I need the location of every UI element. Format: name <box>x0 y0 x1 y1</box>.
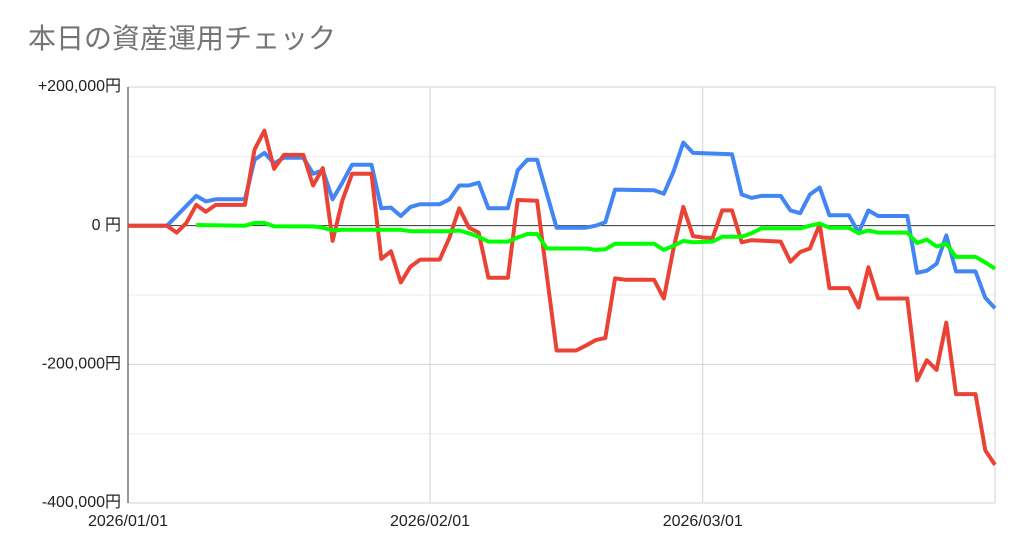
y-tick-label: -200,000円 <box>42 356 121 373</box>
x-tick-label: 2026/03/01 <box>663 513 743 530</box>
y-tick-label: +200,000円 <box>38 78 121 95</box>
x-tick-label: 2026/02/01 <box>390 513 470 530</box>
y-tick-labels: +200,000円 0 円 -200,000円 -400,000円 <box>38 78 121 511</box>
y-tick-label: 0 円 <box>92 217 121 234</box>
y-tick-label: -400,000円 <box>42 494 121 511</box>
x-tick-label: 2026/01/01 <box>88 513 168 530</box>
series-line-1 <box>128 140 997 310</box>
gridlines <box>128 86 996 504</box>
series-line-2 <box>128 128 997 467</box>
chart-title: 本日の資産運用チェック <box>28 22 337 55</box>
series-line-3 <box>196 220 997 271</box>
series-lines <box>128 128 997 467</box>
x-tick-labels: 2026/01/01 2026/02/01 2026/03/01 <box>88 513 743 530</box>
